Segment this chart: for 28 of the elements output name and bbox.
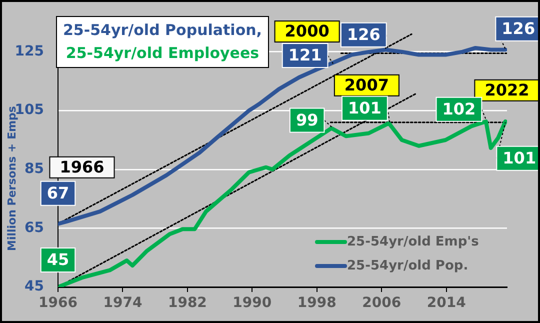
legend-label: 25-54yr/old Pop.	[347, 258, 468, 274]
y-tick-label: 85	[24, 161, 44, 178]
annotation: 126	[346, 25, 380, 44]
y-tick-label: 45	[24, 278, 44, 295]
y-tick-label: 125	[14, 43, 44, 60]
annotation: 121	[288, 46, 322, 65]
annotation: 2000	[284, 22, 330, 41]
legend-label: 25-54yr/old Emp's	[347, 234, 480, 250]
x-tick-label: 1966	[38, 295, 78, 312]
annotation: 126	[502, 19, 536, 38]
annotation: 101	[502, 148, 536, 168]
x-tick-label: 1982	[168, 295, 207, 312]
x-tick-label: 1998	[297, 295, 336, 312]
annotation: 102	[442, 100, 476, 119]
y-tick-label: 65	[24, 220, 44, 236]
annotation: 45	[46, 250, 70, 270]
annotation: 1966	[60, 157, 104, 176]
x-tick-label: 2006	[362, 295, 402, 312]
annotation: 2007	[344, 76, 389, 95]
annotation: 99	[296, 110, 318, 130]
x-tick-label: 1990	[232, 295, 272, 312]
chart-title: 25-54yr/old Population,	[63, 20, 262, 41]
annotation: 2022	[484, 80, 530, 100]
x-tick-label: 1974	[103, 295, 142, 312]
annotation: 67	[46, 183, 70, 202]
x-tick-label: 2014	[426, 295, 466, 312]
annotation: 101	[348, 98, 382, 118]
text: 25-54yr/old Employees	[64, 43, 260, 64]
